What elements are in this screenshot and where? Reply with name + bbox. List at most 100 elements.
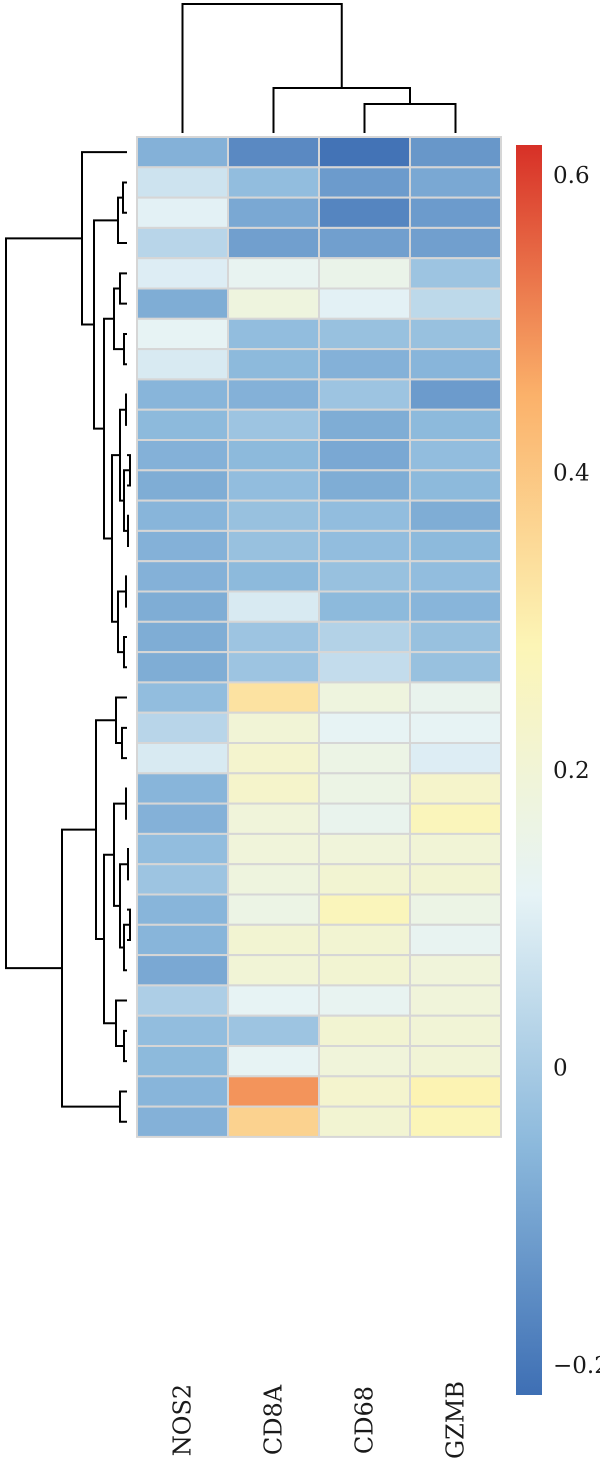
heatmap-cell-r1-nos2 (136, 136, 229, 169)
heatmap-cell-r2-nos2 (136, 166, 229, 199)
heatmap-cell-r30-cd8a (227, 1014, 320, 1048)
heatmap-cell-r2-cd68 (318, 166, 411, 199)
heatmap-cell-r6-cd8a (227, 287, 320, 320)
colorbar-tick-labels: 0.6 0.4 0.2 0 −0.2 (553, 163, 600, 1379)
heatmap-cell-r20-cd8a (227, 711, 320, 745)
heatmap-cell-r4-nos2 (136, 226, 229, 260)
heatmap-cells (136, 136, 502, 1138)
row-dendrogram-branch (123, 635, 127, 669)
heatmap-cell-r24-nos2 (136, 832, 229, 866)
heatmap-cell-r14-nos2 (136, 529, 229, 563)
heatmap-cell-r16-cd8a (227, 590, 320, 623)
heatmap-cell-r9-gzmb (409, 378, 502, 411)
heatmap-cell-r3-gzmb (409, 196, 502, 229)
heatmap-cell-r15-gzmb (409, 560, 502, 593)
heatmap-cell-r7-cd8a (227, 317, 320, 351)
heatmap-cell-r12-cd68 (318, 469, 411, 502)
heatmap-cell-r14-gzmb (409, 529, 502, 563)
heatmap-cell-r33-nos2 (136, 1105, 229, 1138)
heatmap-cell-r27-nos2 (136, 923, 229, 957)
heatmap-cell-r15-nos2 (136, 560, 229, 593)
colorbar: 0.6 0.4 0.2 0 −0.2 (516, 145, 600, 1395)
heatmap-cell-r15-cd68 (318, 560, 411, 593)
heatmap-cell-r25-nos2 (136, 863, 229, 896)
heatmap-cell-r1-cd68 (318, 136, 411, 169)
heatmap-cell-r18-cd8a (227, 651, 320, 684)
heatmap-cell-r7-cd68 (318, 317, 411, 351)
heatmap-cell-r5-nos2 (136, 257, 229, 290)
column-label-cd8a: CD8A (260, 1384, 288, 1455)
row-dendrogram-branch (125, 393, 127, 426)
heatmap-cell-r7-gzmb (409, 317, 502, 351)
heatmap-cell-r27-gzmb (409, 923, 502, 957)
heatmap-cell-r12-cd8a (227, 469, 320, 502)
heatmap-cell-r26-cd8a (227, 893, 320, 926)
heatmap-cell-r11-gzmb (409, 439, 502, 472)
heatmap-cell-r14-cd68 (318, 529, 411, 563)
heatmap-cell-r22-cd68 (318, 772, 411, 805)
heatmap-cell-r6-gzmb (409, 287, 502, 320)
heatmap-cell-r26-gzmb (409, 893, 502, 926)
row-dendrogram-branch (119, 272, 127, 305)
heatmap-cell-r23-cd8a (227, 802, 320, 835)
heatmap-cell-r27-cd68 (318, 923, 411, 957)
heatmap-cell-r26-cd68 (318, 893, 411, 926)
heatmap-cell-r7-nos2 (136, 317, 229, 351)
heatmap-cell-r19-cd68 (318, 681, 411, 714)
colorbar-tick-label: 0.6 (553, 163, 590, 189)
heatmap-cell-r25-cd8a (227, 863, 320, 896)
heatmap-cell-r22-cd8a (227, 772, 320, 805)
heatmap-cell-r29-cd68 (318, 984, 411, 1017)
heatmap-cell-r28-gzmb (409, 954, 502, 987)
column-dendrogram-branch (181, 3, 343, 133)
column-dendrogram-branch (363, 103, 457, 133)
heatmap-cell-r5-gzmb (409, 257, 502, 290)
heatmap-cell-r32-nos2 (136, 1075, 229, 1108)
heatmap-cell-r1-cd8a (227, 136, 320, 169)
heatmap-cell-r10-gzmb (409, 408, 502, 442)
heatmap-cell-r13-nos2 (136, 499, 229, 532)
heatmap-cell-r28-cd8a (227, 954, 320, 987)
heatmap-cell-r18-gzmb (409, 651, 502, 684)
row-dendrogram-branch (121, 726, 127, 760)
heatmap-cell-r9-nos2 (136, 378, 229, 411)
heatmap-cell-r33-cd68 (318, 1105, 411, 1138)
heatmap-cell-r19-cd8a (227, 681, 320, 714)
colorbar-tick-label: 0 (553, 1056, 568, 1082)
column-dendrogram (181, 3, 457, 133)
heatmap-cell-r32-gzmb (409, 1075, 502, 1108)
heatmap-cell-r21-cd8a (227, 742, 320, 775)
heatmap-cell-r5-cd68 (318, 257, 411, 290)
heatmap-cell-r1-gzmb (409, 136, 502, 169)
heatmap-cell-r29-cd8a (227, 984, 320, 1017)
heatmap-cell-r10-cd68 (318, 408, 411, 442)
heatmap-cell-r4-gzmb (409, 226, 502, 260)
heatmap-cell-r21-cd68 (318, 742, 411, 775)
heatmap-cell-r16-nos2 (136, 590, 229, 623)
heatmap-cell-r2-cd8a (227, 166, 320, 199)
row-dendrogram-branch (125, 787, 127, 820)
heatmap-cell-r5-cd8a (227, 257, 320, 290)
column-label-cd68: CD68 (351, 1386, 379, 1454)
row-dendrogram-branch (123, 1029, 127, 1063)
heatmap-cell-r26-nos2 (136, 893, 229, 926)
heatmap-cell-r4-cd68 (318, 226, 411, 260)
colorbar-tick-label: 0.4 (553, 460, 590, 486)
heatmap-cell-r17-nos2 (136, 620, 229, 654)
heatmap-cell-r25-cd68 (318, 863, 411, 896)
heatmap-cell-r10-cd8a (227, 408, 320, 442)
heatmap-cell-r22-nos2 (136, 772, 229, 805)
heatmap-cell-r29-gzmb (409, 984, 502, 1017)
heatmap-cell-r24-cd8a (227, 832, 320, 866)
heatmap-cell-r21-gzmb (409, 742, 502, 775)
heatmap-cell-r15-cd8a (227, 560, 320, 593)
heatmap-cell-r8-cd8a (227, 348, 320, 381)
column-label-gzmb: GZMB (442, 1381, 470, 1459)
row-dendrogram-branch (5, 237, 82, 970)
heatmap-cell-r8-gzmb (409, 348, 502, 381)
heatmap-cell-r18-nos2 (136, 651, 229, 684)
heatmap-cell-r8-cd68 (318, 348, 411, 381)
heatmap-cell-r29-nos2 (136, 984, 229, 1017)
heatmap-cell-r17-gzmb (409, 620, 502, 654)
